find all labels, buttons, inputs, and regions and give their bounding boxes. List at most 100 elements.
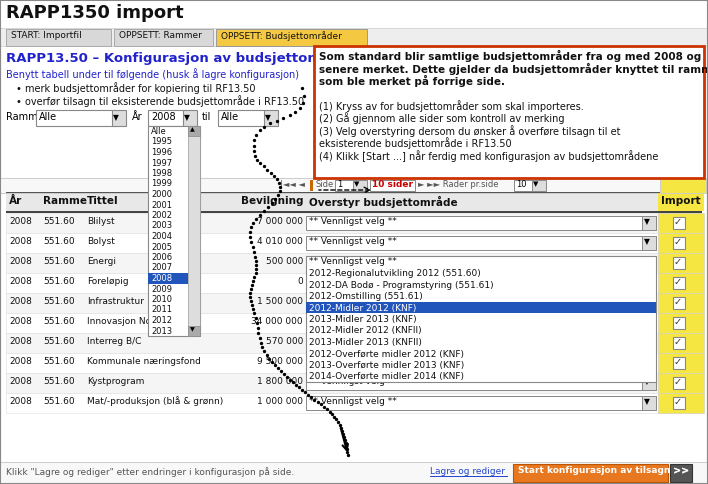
- Text: Benytt tabell under til følgende (husk å lagre konfigurasjon): Benytt tabell under til følgende (husk å…: [6, 68, 299, 80]
- Bar: [0, 0, 708, 28]
- Text: ▼: ▼: [644, 217, 650, 227]
- Text: 2003: 2003: [151, 222, 172, 230]
- Text: 2008: 2008: [9, 357, 32, 365]
- Text: OPPSETT: Budsjettområder: OPPSETT: Budsjettområder: [221, 31, 342, 41]
- Text: ✓: ✓: [674, 216, 682, 227]
- Text: til: til: [202, 112, 212, 122]
- Text: 551.60: 551.60: [43, 257, 74, 266]
- Bar: [642, 215, 656, 229]
- Text: 2012-Omstilling (551.61): 2012-Omstilling (551.61): [309, 292, 423, 301]
- Text: ▼: ▼: [644, 358, 650, 366]
- Bar: [514, 180, 532, 191]
- Bar: [673, 297, 685, 308]
- Bar: [6, 212, 702, 232]
- Text: (2) Gå gjennom alle sider som kontroll av merking: (2) Gå gjennom alle sider som kontroll a…: [319, 112, 564, 124]
- Text: 500 000: 500 000: [266, 257, 303, 266]
- Bar: [673, 257, 685, 269]
- Bar: [306, 356, 656, 369]
- Bar: [673, 357, 685, 368]
- Bar: [658, 193, 704, 211]
- Text: • overfør tilsagn til eksisterende budsjettområde i RF13.50: • overfør tilsagn til eksisterende budsj…: [16, 95, 304, 107]
- Bar: [36, 110, 116, 126]
- Text: 2008: 2008: [9, 377, 32, 385]
- Text: 2009: 2009: [151, 285, 172, 293]
- Bar: [306, 376, 656, 390]
- Bar: [670, 464, 692, 482]
- Text: 2011: 2011: [151, 305, 172, 315]
- Bar: [0, 28, 708, 46]
- Bar: [513, 464, 668, 482]
- Text: (3) Velg overstyring dersom du ønsker å overføre tilsagn til et: (3) Velg overstyring dersom du ønsker å …: [319, 125, 620, 137]
- Text: 551.60: 551.60: [43, 396, 74, 406]
- Bar: [148, 126, 200, 336]
- Text: 1 800 000: 1 800 000: [257, 377, 303, 385]
- Text: (4) Klikk [Start ...] når ferdig med konfigurasjon av budsjettområdene: (4) Klikk [Start ...] når ferdig med kon…: [319, 150, 658, 162]
- Text: Interreg B/C: Interreg B/C: [87, 336, 142, 346]
- Bar: [148, 110, 186, 126]
- Text: 551.60: 551.60: [43, 216, 74, 226]
- Text: Blilyst: Blilyst: [87, 216, 115, 226]
- Bar: [148, 273, 188, 284]
- Bar: [6, 253, 702, 272]
- Bar: [673, 216, 685, 228]
- Bar: [642, 395, 656, 409]
- Text: ▼: ▼: [644, 378, 650, 387]
- Bar: [642, 376, 656, 390]
- Text: Side: Side: [315, 180, 333, 189]
- Bar: [264, 110, 278, 126]
- Bar: [370, 180, 415, 191]
- Text: Foreløpig: Foreløpig: [87, 276, 129, 286]
- Text: 1 000 000: 1 000 000: [257, 396, 303, 406]
- Bar: [532, 180, 546, 191]
- Bar: [658, 373, 704, 393]
- Text: 2008: 2008: [9, 336, 32, 346]
- Text: 1995: 1995: [151, 137, 172, 147]
- Text: Import: Import: [661, 196, 701, 206]
- Text: ▼: ▼: [354, 181, 360, 187]
- Text: Alle: Alle: [39, 112, 57, 122]
- Bar: [673, 237, 685, 248]
- Bar: [658, 272, 704, 292]
- Text: Start konfigurasjon av tilsagn >>: Start konfigurasjon av tilsagn >>: [518, 466, 689, 475]
- Bar: [0, 178, 708, 193]
- Text: som ble merket på forrige side.: som ble merket på forrige side.: [319, 75, 505, 87]
- Text: ✓: ✓: [674, 317, 682, 327]
- Text: ✓: ✓: [674, 336, 682, 347]
- Text: 2008: 2008: [9, 237, 32, 245]
- Text: 2008: 2008: [151, 112, 176, 122]
- Bar: [6, 192, 702, 193]
- Text: ▼: ▼: [533, 181, 538, 187]
- Bar: [673, 377, 685, 389]
- Text: ► ►► Rader pr.side: ► ►► Rader pr.side: [418, 180, 498, 189]
- Text: 10: 10: [516, 180, 527, 189]
- Text: 2008: 2008: [9, 297, 32, 305]
- Text: 2010: 2010: [151, 295, 172, 304]
- Text: OPPSETT: Rammer: OPPSETT: Rammer: [119, 31, 202, 40]
- Bar: [188, 326, 200, 336]
- Bar: [353, 180, 367, 191]
- Text: Kommunale næringsfond: Kommunale næringsfond: [87, 357, 201, 365]
- Text: 7 000 000: 7 000 000: [257, 216, 303, 226]
- Bar: [6, 313, 702, 333]
- Text: 2008: 2008: [151, 274, 172, 283]
- Text: ** Vennligst velg **: ** Vennligst velg **: [309, 217, 396, 227]
- Text: ✓: ✓: [674, 257, 682, 267]
- Bar: [188, 126, 200, 136]
- Text: 2006: 2006: [151, 253, 172, 262]
- Text: (1) Kryss av for budsjettområder som skal importeres.: (1) Kryss av for budsjettområder som ska…: [319, 100, 584, 112]
- Bar: [6, 393, 702, 412]
- Text: |◄◄ ◄: |◄◄ ◄: [280, 180, 305, 189]
- Text: 2012-DA Bodø - Programstyring (551.61): 2012-DA Bodø - Programstyring (551.61): [309, 281, 493, 289]
- Bar: [6, 373, 702, 393]
- Bar: [673, 317, 685, 329]
- Text: 551.60: 551.60: [43, 336, 74, 346]
- Text: 9 500 000: 9 500 000: [257, 357, 303, 365]
- Bar: [658, 253, 704, 272]
- Text: ✓: ✓: [674, 297, 682, 306]
- Text: eksisterende budsjettområde i RF13.50: eksisterende budsjettområde i RF13.50: [319, 137, 512, 150]
- Bar: [6, 211, 702, 212]
- Text: ** Vennligst velg **: ** Vennligst velg **: [309, 257, 396, 267]
- Bar: [6, 232, 702, 253]
- Text: 4 010 000: 4 010 000: [257, 237, 303, 245]
- Text: RAPP13.50 – Konfigurasjon av budsjettområd: RAPP13.50 – Konfigurasjon av budsjettomr…: [6, 50, 346, 64]
